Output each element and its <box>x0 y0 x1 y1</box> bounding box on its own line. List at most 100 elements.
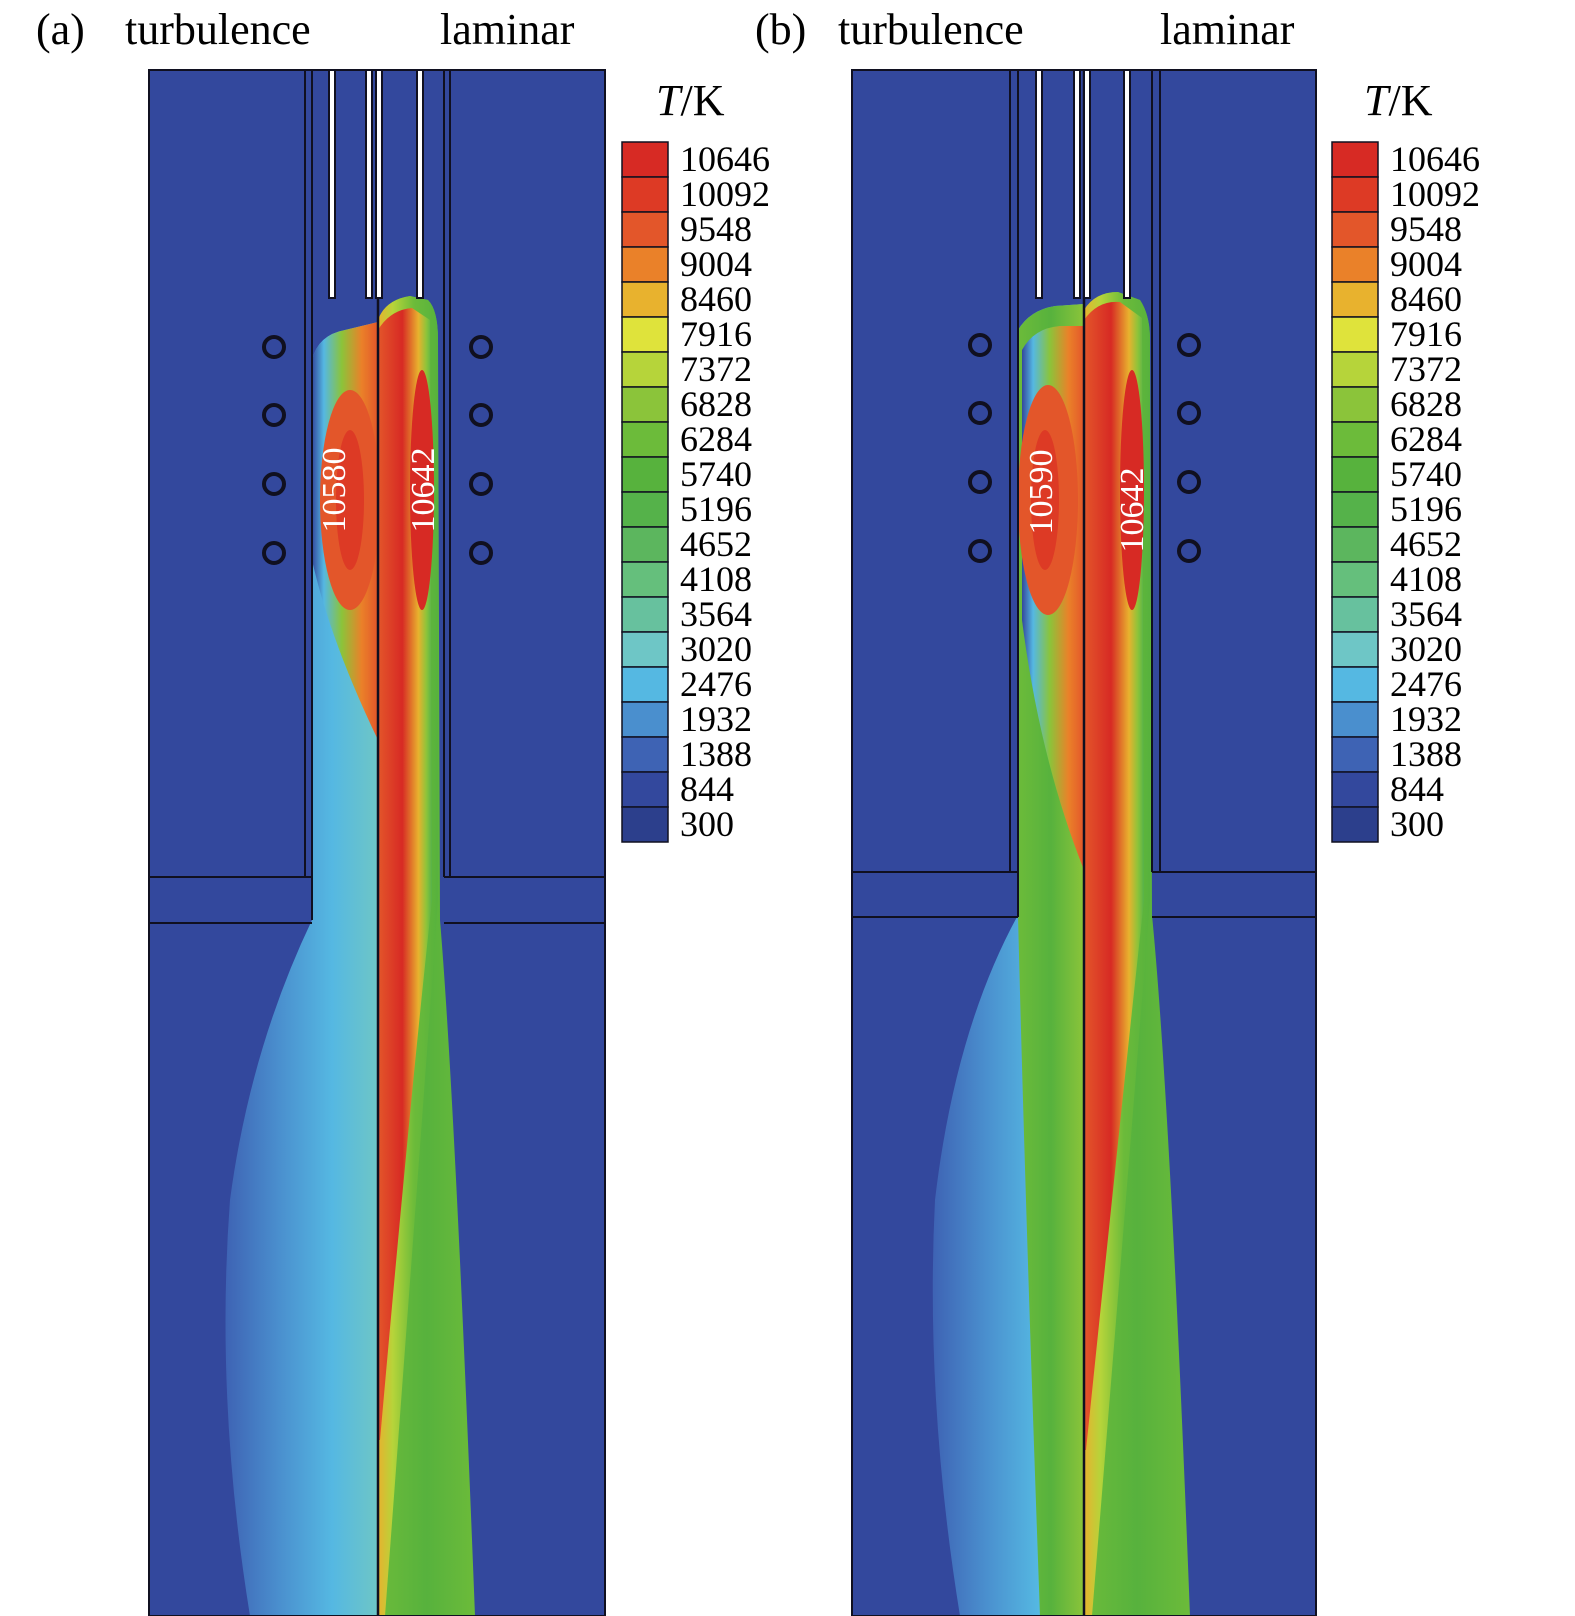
panel-a-right-label: laminar <box>440 5 575 54</box>
legend-a-level: 10646 <box>680 139 770 179</box>
legend-b-swatch <box>1331 211 1379 248</box>
legend-b-level: 3564 <box>1390 594 1462 634</box>
panel-a-left-peak: 10580 <box>316 448 353 533</box>
panel-a-left-label: turbulence <box>125 5 311 54</box>
legend-a-swatch <box>621 421 669 458</box>
panel-b-right-label: laminar <box>1160 5 1295 54</box>
legend-b-swatch <box>1331 316 1379 353</box>
legend-b-swatch <box>1331 141 1379 178</box>
panel-b-left-core-peak <box>1031 430 1059 570</box>
legend-b-level: 4108 <box>1390 559 1462 599</box>
legend-a-swatch <box>621 246 669 283</box>
legend-b-level: 1932 <box>1390 699 1462 739</box>
legend-a-swatch <box>621 491 669 528</box>
legend-a-swatch <box>621 666 669 703</box>
legend-b-level: 7372 <box>1390 349 1462 389</box>
legend-b-unit: /K <box>1388 76 1432 125</box>
legend-a-level: 5740 <box>680 454 752 494</box>
legend-b-swatch <box>1331 351 1379 388</box>
legend-b-level: 8460 <box>1390 279 1462 319</box>
legend-b-swatch <box>1331 771 1379 808</box>
legend-a-level: 3564 <box>680 594 752 634</box>
panel-b-letter: (b) <box>755 5 806 54</box>
legend-a-level: 5196 <box>680 489 752 529</box>
panel-b: (b) turbulence laminar <box>755 5 1317 1616</box>
panel-b-injector-tubes <box>1035 69 1131 299</box>
panel-b-right-core-peak <box>1120 370 1144 610</box>
legend-a-level: 10092 <box>680 174 770 214</box>
legend-b-swatch <box>1331 456 1379 493</box>
legend-b-swatch <box>1331 736 1379 773</box>
legend-b-swatch <box>1331 491 1379 528</box>
legend-b-level: 10646 <box>1390 139 1480 179</box>
legend-b-swatch <box>1331 246 1379 283</box>
legend-a-swatch <box>621 701 669 738</box>
legend-b-level: 2476 <box>1390 664 1462 704</box>
legend-a-level: 2476 <box>680 664 752 704</box>
legend-a-swatch <box>621 456 669 493</box>
legend-a-swatch <box>621 771 669 808</box>
legend-b-title: T/K <box>1364 76 1433 125</box>
legend-a-swatch <box>621 211 669 248</box>
panel-a-coils <box>262 335 493 565</box>
legend-b-level: 7916 <box>1390 314 1462 354</box>
panel-a-right-core-peak <box>410 370 434 610</box>
legend-b-symbol: T <box>1364 76 1392 125</box>
legend-a-swatch <box>621 351 669 388</box>
legend-a-level: 300 <box>680 804 734 844</box>
legend-b-level: 5196 <box>1390 489 1462 529</box>
legend-a-level: 6828 <box>680 384 752 424</box>
legend-a: T/K 106461009295489004846079167372682862… <box>621 76 770 844</box>
legend-b-swatch <box>1331 176 1379 213</box>
legend-a-level: 7916 <box>680 314 752 354</box>
legend-a-level: 844 <box>680 769 734 809</box>
panel-a-injector-tubes <box>328 69 424 299</box>
legend-b-level: 10092 <box>1390 174 1480 214</box>
panel-b-left-peak: 10590 <box>1023 450 1060 535</box>
legend-a-swatch <box>621 736 669 773</box>
legend-b-level: 300 <box>1390 804 1444 844</box>
legend-b-level: 6284 <box>1390 419 1462 459</box>
legend-a-swatch <box>621 176 669 213</box>
legend-a-swatch <box>621 631 669 668</box>
legend-a-title: T/K <box>656 76 725 125</box>
legend-b-level: 6828 <box>1390 384 1462 424</box>
panel-a-right-peak: 10642 <box>405 448 442 533</box>
legend-b-swatch <box>1331 386 1379 423</box>
legend-a-swatch <box>621 561 669 598</box>
legend-a-level: 4108 <box>680 559 752 599</box>
legend-b-swatch <box>1331 701 1379 738</box>
legend-a-swatch <box>621 316 669 353</box>
legend-a-level: 6284 <box>680 419 752 459</box>
legend-b-level: 1388 <box>1390 734 1462 774</box>
panel-b-right-peak: 10642 <box>1114 468 1151 553</box>
legend-a-swatch <box>621 526 669 563</box>
legend-b-swatch <box>1331 561 1379 598</box>
legend-a-unit: /K <box>680 76 724 125</box>
legend-a-swatch <box>621 386 669 423</box>
legend-b-level: 4652 <box>1390 524 1462 564</box>
panel-a-letter: (a) <box>36 5 85 54</box>
legend-a-level: 9004 <box>680 244 752 284</box>
legend-b: T/K 106461009295489004846079167372682862… <box>1331 76 1480 844</box>
legend-b-swatch <box>1331 631 1379 668</box>
legend-b-swatch <box>1331 806 1379 843</box>
legend-b-swatch <box>1331 281 1379 318</box>
legend-b-level: 844 <box>1390 769 1444 809</box>
legend-b-swatch <box>1331 596 1379 633</box>
legend-b-swatch <box>1331 666 1379 703</box>
legend-b-swatch <box>1331 421 1379 458</box>
legend-a-level: 1932 <box>680 699 752 739</box>
panel-a: (a) turbulence laminar <box>36 5 606 1616</box>
legend-b-level: 9004 <box>1390 244 1462 284</box>
legend-a-swatch <box>621 281 669 318</box>
legend-a-symbol: T <box>656 76 684 125</box>
legend-a-swatch <box>621 141 669 178</box>
legend-b-level: 9548 <box>1390 209 1462 249</box>
panel-a-left-core-peak <box>336 430 364 570</box>
legend-a-level: 4652 <box>680 524 752 564</box>
panel-b-left-label: turbulence <box>838 5 1024 54</box>
legend-a-level: 3020 <box>680 629 752 669</box>
legend-b-level: 5740 <box>1390 454 1462 494</box>
